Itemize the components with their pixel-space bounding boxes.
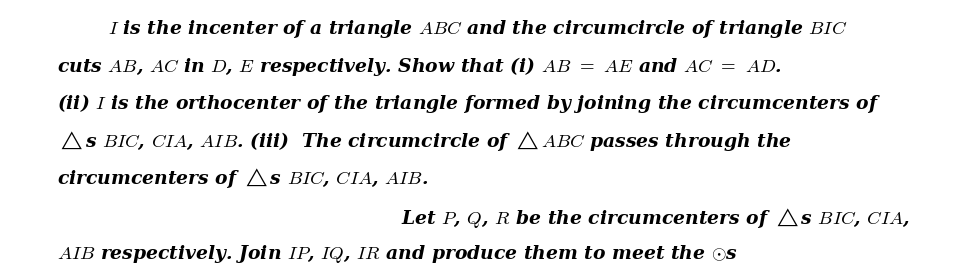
Text: (ii) $\mathit{I}$ is the orthocenter of the triangle formed by joining the circu: (ii) $\mathit{I}$ is the orthocenter of …	[57, 92, 881, 115]
Text: cuts $\mathit{AB}$, $\mathit{AC}$ in $\mathit{D}$, $\mathit{E}$ respectively. Sh: cuts $\mathit{AB}$, $\mathit{AC}$ in $\m…	[57, 55, 782, 78]
Text: $\mathit{AIB}$ respectively. Join $\mathit{IP}$, $\mathit{IQ}$, $\mathit{IR}$ an: $\mathit{AIB}$ respectively. Join $\math…	[57, 243, 738, 265]
Text: $\triangle$s $\mathit{BIC}$, $\mathit{CIA}$, $\mathit{AIB}$. (iii)  The circumci: $\triangle$s $\mathit{BIC}$, $\mathit{CI…	[57, 129, 793, 153]
Text: circumcenters of $\triangle$s $\mathit{BIC}$, $\mathit{CIA}$, $\mathit{AIB}$.: circumcenters of $\triangle$s $\mathit{B…	[57, 166, 429, 190]
Text: $\mathit{I}$ is the incenter of a triangle $\mathit{ABC}$ and the circumcircle o: $\mathit{I}$ is the incenter of a triang…	[108, 18, 847, 40]
Text: Let $\mathit{P}$, $\mathit{Q}$, $\mathit{R}$ be the circumcenters of $\triangle$: Let $\mathit{P}$, $\mathit{Q}$, $\mathit…	[401, 206, 910, 230]
